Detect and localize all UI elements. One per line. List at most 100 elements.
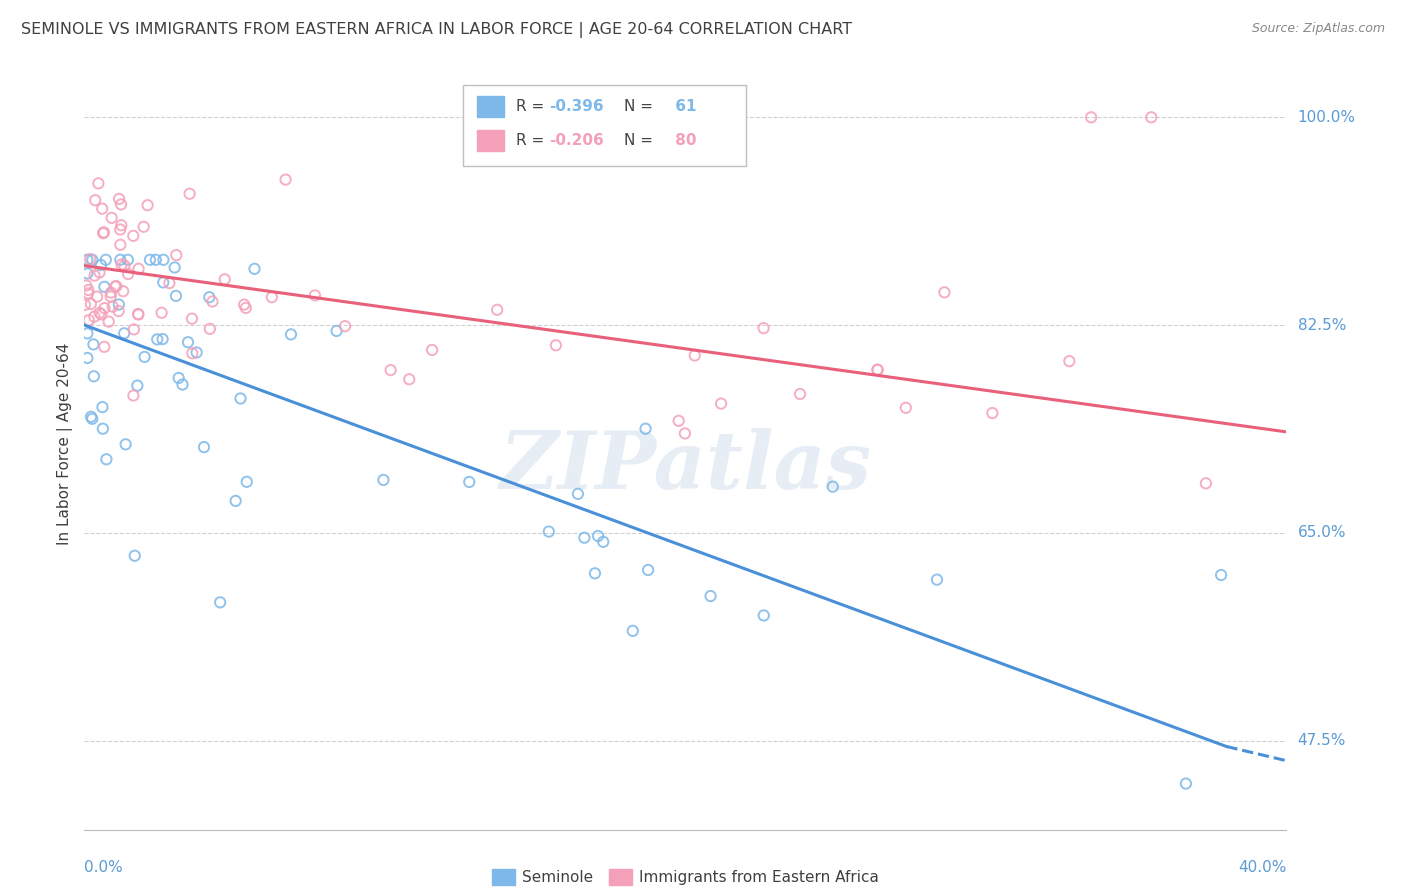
- Point: [108, 192, 131, 206]
- Point: [108, 222, 131, 236]
- Point: [93, 340, 115, 354]
- Point: [93, 280, 115, 294]
- Point: [925, 573, 948, 587]
- Point: [93, 301, 115, 315]
- Point: [486, 302, 509, 317]
- Point: [333, 319, 356, 334]
- Point: [76, 326, 98, 341]
- Point: [380, 363, 402, 377]
- Point: [75, 278, 97, 293]
- Point: [87, 177, 110, 191]
- Point: [243, 261, 266, 276]
- Text: 0.0%: 0.0%: [84, 860, 124, 875]
- Point: [637, 563, 659, 577]
- Point: [198, 322, 221, 336]
- Point: [752, 321, 775, 335]
- Text: 47.5%: 47.5%: [1298, 733, 1346, 748]
- Point: [373, 473, 395, 487]
- Point: [91, 422, 114, 436]
- Point: [76, 351, 98, 365]
- Point: [80, 297, 103, 311]
- Point: [981, 406, 1004, 420]
- Point: [90, 307, 112, 321]
- Point: [146, 332, 169, 346]
- Point: [574, 531, 596, 545]
- Point: [100, 285, 122, 300]
- Point: [122, 322, 145, 336]
- Text: R =: R =: [516, 133, 550, 148]
- Text: R =: R =: [516, 99, 550, 114]
- Point: [163, 260, 186, 275]
- Point: [76, 267, 98, 281]
- Point: [398, 372, 420, 386]
- Point: [117, 267, 139, 281]
- Point: [82, 337, 104, 351]
- Point: [90, 258, 112, 272]
- Point: [201, 294, 224, 309]
- FancyBboxPatch shape: [478, 95, 503, 118]
- Text: N =: N =: [624, 99, 658, 114]
- Point: [105, 279, 128, 293]
- Point: [80, 409, 103, 424]
- Point: [280, 327, 302, 342]
- Point: [1195, 476, 1218, 491]
- Point: [139, 252, 162, 267]
- Point: [83, 310, 105, 324]
- Point: [934, 285, 956, 300]
- Point: [134, 350, 156, 364]
- Point: [181, 346, 204, 360]
- Point: [117, 252, 139, 267]
- Point: [198, 290, 221, 304]
- Point: [89, 265, 111, 279]
- Point: [236, 475, 259, 489]
- Point: [110, 252, 132, 267]
- Point: [128, 261, 150, 276]
- Point: [186, 345, 208, 359]
- Point: [82, 411, 104, 425]
- Point: [225, 494, 247, 508]
- Point: [699, 589, 721, 603]
- Text: 40.0%: 40.0%: [1239, 860, 1286, 875]
- Text: SEMINOLE VS IMMIGRANTS FROM EASTERN AFRICA IN LABOR FORCE | AGE 20-64 CORRELATIO: SEMINOLE VS IMMIGRANTS FROM EASTERN AFRI…: [21, 22, 852, 38]
- Point: [83, 369, 105, 384]
- Point: [100, 289, 122, 303]
- Point: [209, 595, 232, 609]
- Point: [458, 475, 481, 489]
- Point: [145, 252, 167, 267]
- Point: [260, 290, 283, 304]
- Point: [122, 388, 145, 402]
- Point: [91, 226, 114, 240]
- Point: [104, 279, 127, 293]
- Point: [96, 452, 118, 467]
- Point: [683, 348, 706, 362]
- Point: [214, 272, 236, 286]
- Y-axis label: In Labor Force | Age 20-64: In Labor Force | Age 20-64: [58, 343, 73, 545]
- Point: [122, 228, 145, 243]
- Point: [172, 377, 194, 392]
- Point: [177, 335, 200, 350]
- Point: [544, 338, 567, 352]
- Point: [110, 257, 132, 271]
- Point: [157, 276, 180, 290]
- Point: [821, 480, 844, 494]
- Point: [789, 387, 811, 401]
- Point: [235, 301, 257, 315]
- Point: [167, 371, 190, 385]
- Point: [152, 332, 174, 346]
- Text: 61: 61: [669, 99, 696, 114]
- Point: [866, 362, 889, 376]
- Point: [110, 237, 132, 252]
- Point: [101, 300, 124, 314]
- Point: [108, 297, 131, 311]
- Point: [586, 529, 609, 543]
- Point: [567, 487, 589, 501]
- Point: [112, 284, 135, 298]
- Point: [83, 268, 105, 283]
- Text: ZIPatlas: ZIPatlas: [499, 428, 872, 506]
- Point: [179, 186, 201, 201]
- Point: [592, 534, 614, 549]
- Point: [537, 524, 560, 539]
- Point: [97, 315, 120, 329]
- Point: [93, 225, 115, 239]
- Point: [132, 219, 155, 234]
